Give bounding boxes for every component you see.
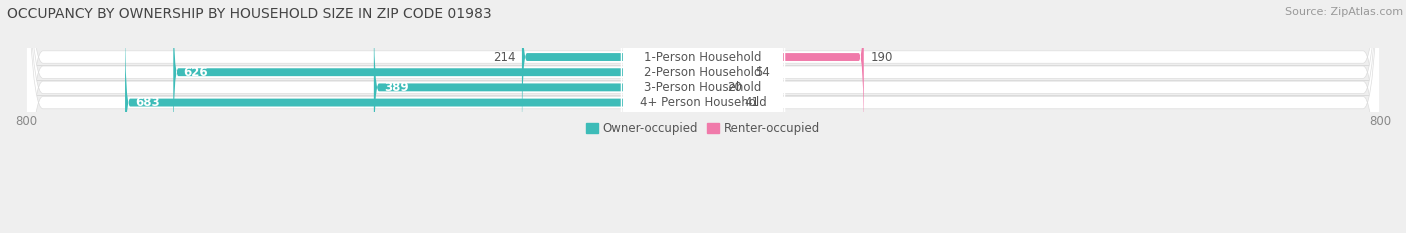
FancyBboxPatch shape xyxy=(621,0,785,145)
FancyBboxPatch shape xyxy=(621,14,785,191)
Text: 54: 54 xyxy=(755,66,770,79)
Text: Source: ZipAtlas.com: Source: ZipAtlas.com xyxy=(1285,7,1403,17)
FancyBboxPatch shape xyxy=(522,0,703,144)
FancyBboxPatch shape xyxy=(703,0,720,175)
FancyBboxPatch shape xyxy=(27,0,1379,233)
FancyBboxPatch shape xyxy=(27,0,1379,233)
FancyBboxPatch shape xyxy=(621,0,785,161)
Legend: Owner-occupied, Renter-occupied: Owner-occupied, Renter-occupied xyxy=(581,117,825,140)
Text: 389: 389 xyxy=(384,81,409,94)
Text: 2-Person Household: 2-Person Household xyxy=(644,66,762,79)
FancyBboxPatch shape xyxy=(703,15,738,190)
FancyBboxPatch shape xyxy=(173,0,703,159)
Text: 214: 214 xyxy=(492,51,515,64)
FancyBboxPatch shape xyxy=(374,0,703,175)
FancyBboxPatch shape xyxy=(703,0,863,144)
Text: 1-Person Household: 1-Person Household xyxy=(644,51,762,64)
Text: 683: 683 xyxy=(135,96,160,109)
Text: 190: 190 xyxy=(870,51,893,64)
Text: 4+ Person Household: 4+ Person Household xyxy=(640,96,766,109)
Text: 41: 41 xyxy=(744,96,759,109)
Text: 20: 20 xyxy=(727,81,741,94)
FancyBboxPatch shape xyxy=(621,0,785,176)
Text: 626: 626 xyxy=(183,66,208,79)
Text: 3-Person Household: 3-Person Household xyxy=(644,81,762,94)
Text: OCCUPANCY BY OWNERSHIP BY HOUSEHOLD SIZE IN ZIP CODE 01983: OCCUPANCY BY OWNERSHIP BY HOUSEHOLD SIZE… xyxy=(7,7,492,21)
FancyBboxPatch shape xyxy=(125,15,703,190)
FancyBboxPatch shape xyxy=(27,0,1379,233)
FancyBboxPatch shape xyxy=(703,0,748,159)
FancyBboxPatch shape xyxy=(27,0,1379,233)
